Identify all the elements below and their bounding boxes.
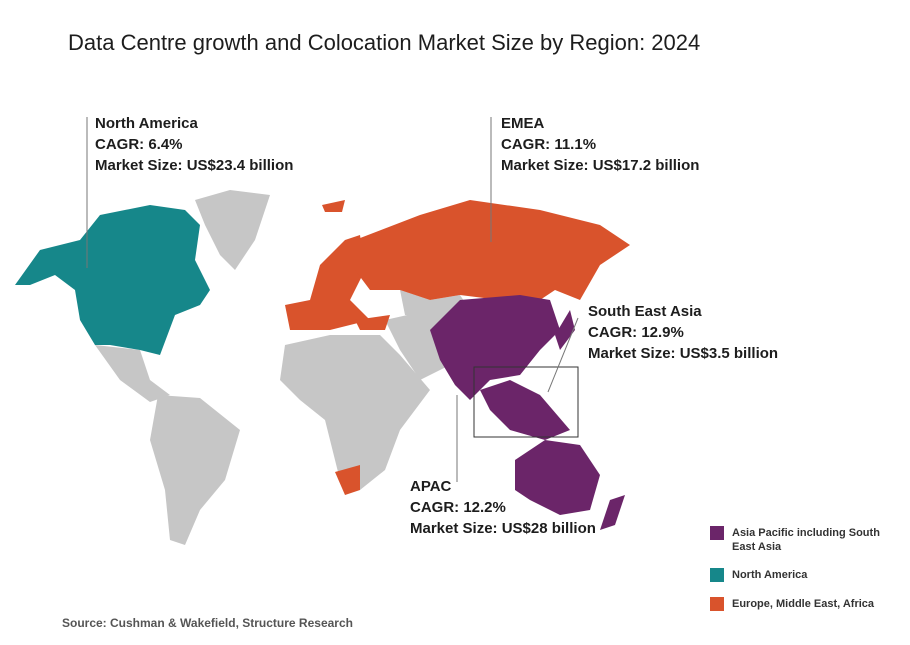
title: Data Centre growth and Colocation Market… bbox=[68, 30, 701, 55]
russia bbox=[355, 200, 630, 300]
source: Source: Cushman & Wakefield, Structure R… bbox=[62, 616, 353, 630]
legend-label: Europe, Middle East, Africa bbox=[732, 598, 875, 610]
region-name: EMEA bbox=[501, 115, 545, 132]
greenland bbox=[195, 190, 270, 270]
europe bbox=[285, 235, 370, 330]
region-name: North America bbox=[95, 115, 198, 132]
south-east-asia-box bbox=[473, 366, 579, 438]
region-name: South East Asia bbox=[588, 303, 702, 320]
region-market-size: Market Size: US$17.2 billion bbox=[501, 157, 700, 174]
region-cagr: CAGR: 11.1% bbox=[501, 136, 597, 153]
legend-label: Asia Pacific including South East Asia bbox=[732, 527, 880, 553]
iceland bbox=[322, 200, 345, 212]
asia bbox=[430, 295, 560, 400]
legend-item: Europe, Middle East, Africa bbox=[710, 597, 882, 611]
legend-item: Asia Pacific including South East Asia bbox=[710, 526, 882, 554]
south-east-asia bbox=[480, 380, 570, 440]
legend-swatch bbox=[710, 526, 724, 540]
north-america bbox=[15, 205, 210, 355]
africa bbox=[280, 335, 430, 490]
new-zealand bbox=[600, 495, 625, 530]
leader-line bbox=[547, 317, 579, 393]
south-america bbox=[150, 395, 240, 545]
region-label: APAC CAGR: 12.2% Market Size: US$28 bill… bbox=[410, 476, 596, 539]
region-market-size: Market Size: US$23.4 billion bbox=[95, 157, 294, 174]
region-name: APAC bbox=[410, 478, 452, 495]
legend-label: North America bbox=[732, 569, 808, 581]
region-label: North America CAGR: 6.4% Market Size: US… bbox=[95, 113, 293, 176]
australia bbox=[515, 440, 600, 515]
legend-swatch bbox=[710, 568, 724, 582]
region-cagr: CAGR: 12.9% bbox=[588, 324, 684, 341]
central-america bbox=[95, 345, 170, 402]
region-market-size: Market Size: US$28 billion bbox=[410, 520, 596, 537]
legend-item: North America bbox=[710, 568, 882, 582]
turkey bbox=[355, 315, 390, 330]
south-africa bbox=[335, 465, 360, 495]
region-label: South East Asia CAGR: 12.9% Market Size:… bbox=[588, 301, 778, 364]
legend-swatch bbox=[710, 597, 724, 611]
region-label: EMEA CAGR: 11.1% Market Size: US$17.2 bi… bbox=[501, 113, 699, 176]
japan bbox=[555, 310, 575, 350]
region-cagr: CAGR: 6.4% bbox=[95, 136, 183, 153]
region-market-size: Market Size: US$3.5 billion bbox=[588, 345, 779, 362]
region-cagr: CAGR: 12.2% bbox=[410, 499, 506, 516]
